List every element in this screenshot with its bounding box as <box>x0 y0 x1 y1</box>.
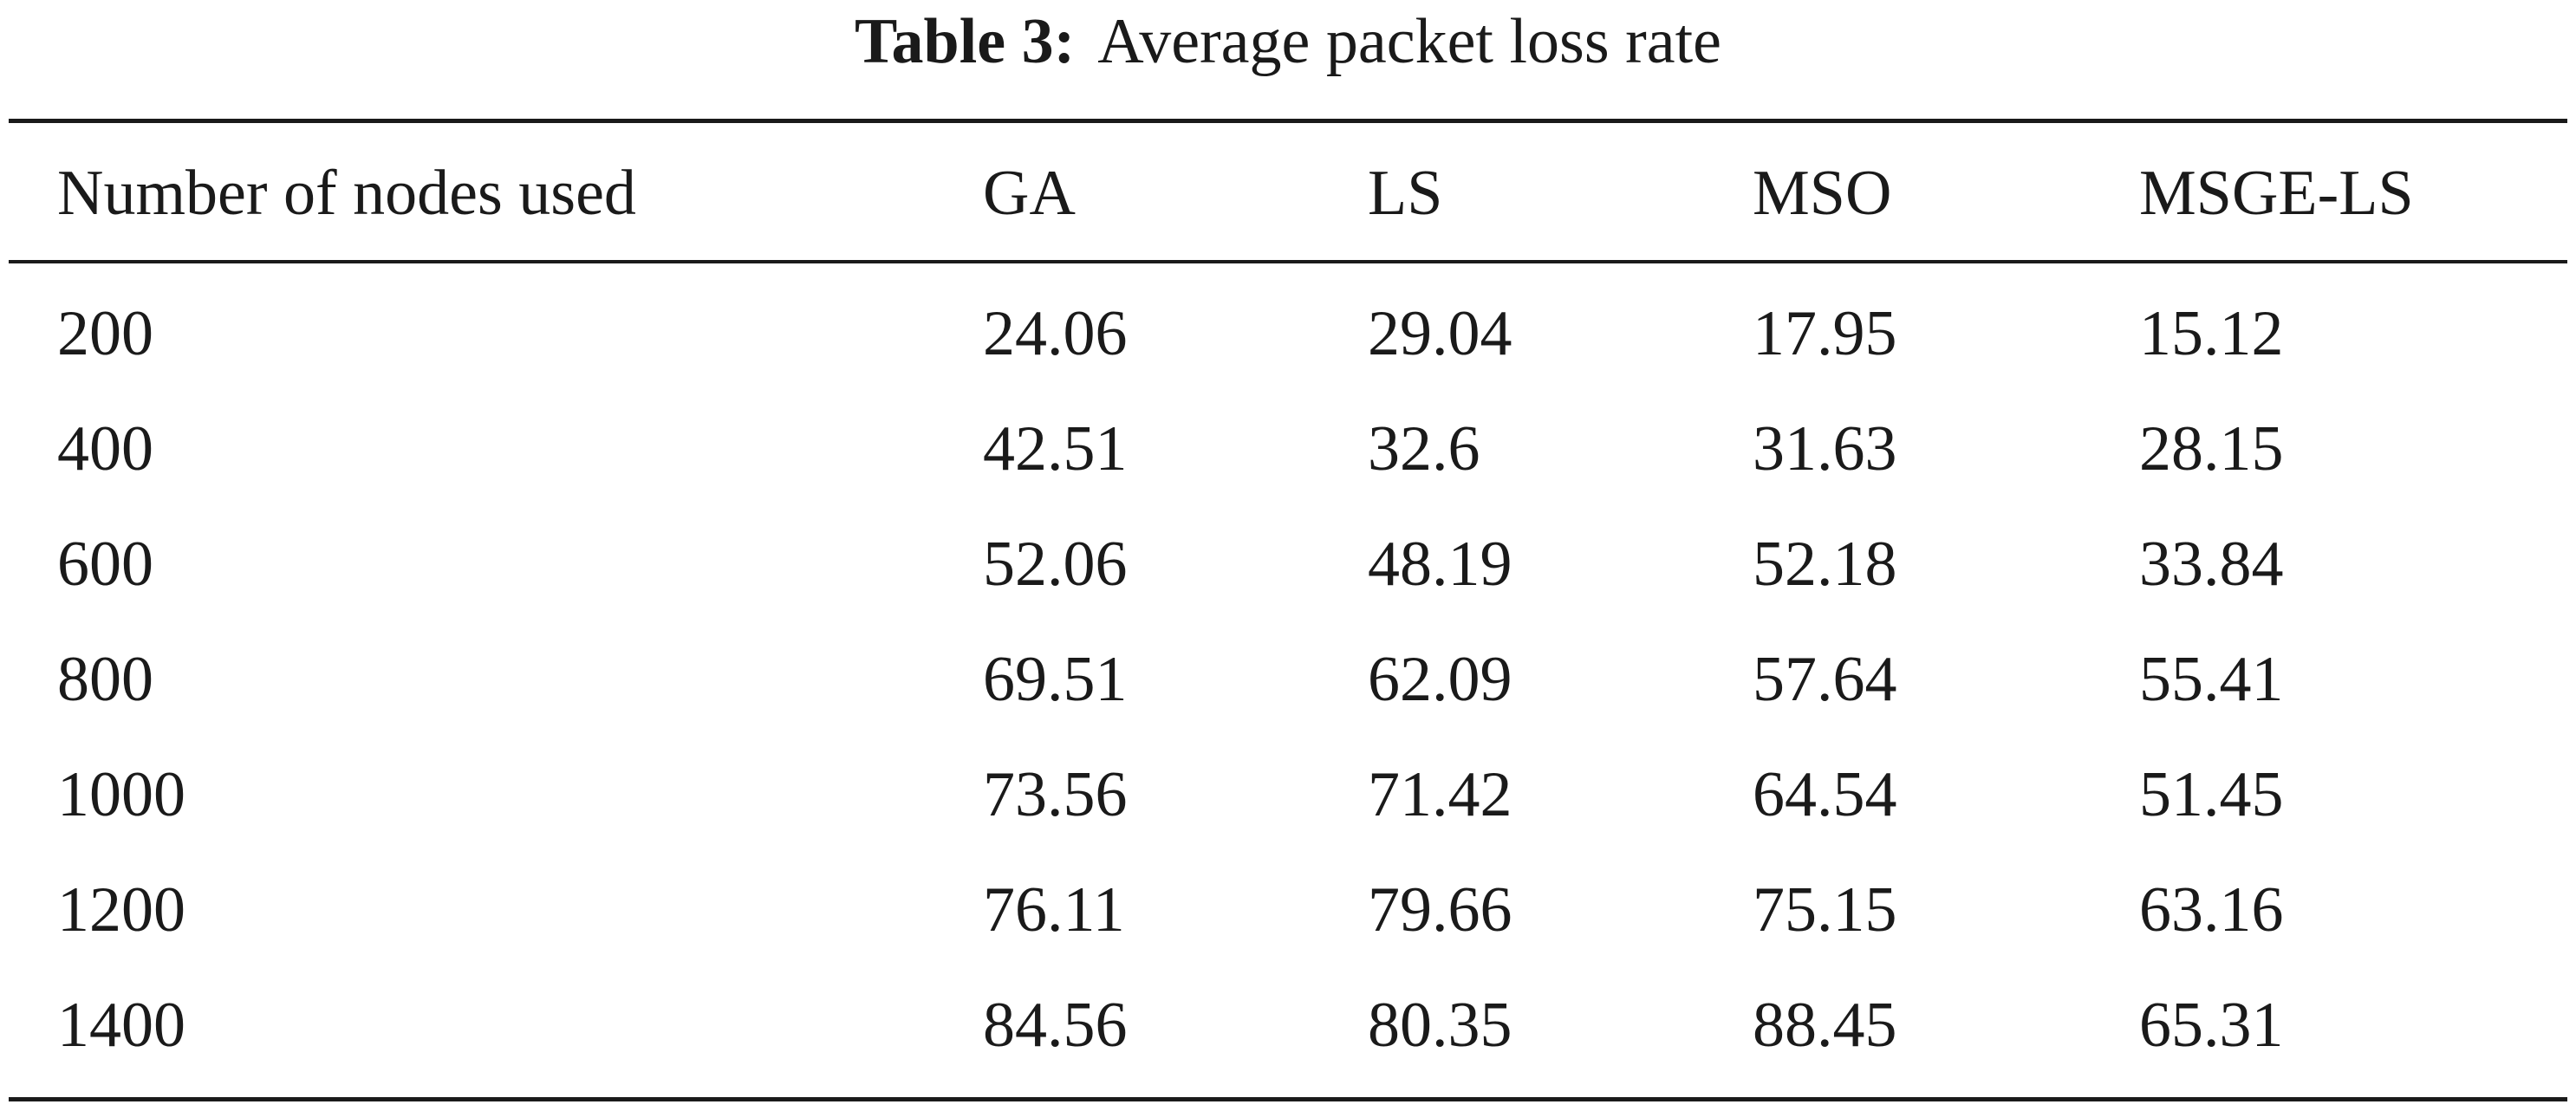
table-cell-mso: 52.18 <box>1753 529 1897 600</box>
table-cell-msge-ls: 51.45 <box>2139 759 2284 830</box>
table-cell-nodes: 800 <box>57 644 153 715</box>
table-cell-ga: 76.11 <box>983 874 1125 945</box>
table-top-rule <box>9 119 2567 123</box>
table-cell-ls: 79.66 <box>1368 874 1512 945</box>
table-cell-ls: 32.6 <box>1368 413 1480 484</box>
table-caption: Table 3: Average packet loss rate <box>0 0 2576 83</box>
table-cell-msge-ls: 63.16 <box>2139 874 2284 945</box>
table-cell-ga: 42.51 <box>983 413 1128 484</box>
column-header-mso: MSO <box>1753 158 1892 229</box>
table-cell-ga: 24.06 <box>983 298 1128 369</box>
table-cell-mso: 17.95 <box>1753 298 1897 369</box>
table-bottom-rule <box>9 1097 2567 1101</box>
table-cell-msge-ls: 28.15 <box>2139 413 2284 484</box>
column-header-nodes: Number of nodes used <box>57 158 636 229</box>
table-row: 1200 76.11 79.66 75.15 63.16 <box>0 862 2576 958</box>
table-cell-ga: 73.56 <box>983 759 1128 830</box>
table-header-rule <box>9 260 2567 263</box>
table-cell-msge-ls: 15.12 <box>2139 298 2284 369</box>
table-header-row: Number of nodes used GA LS MSO MSGE-LS <box>0 146 2576 241</box>
table-cell-nodes: 1200 <box>57 874 185 945</box>
table-row: 800 69.51 62.09 57.64 55.41 <box>0 632 2576 727</box>
table-cell-msge-ls: 65.31 <box>2139 990 2284 1061</box>
table-cell-ga: 84.56 <box>983 990 1128 1061</box>
column-header-ga: GA <box>983 158 1076 229</box>
table-row: 1000 73.56 71.42 64.54 51.45 <box>0 747 2576 842</box>
table-cell-mso: 57.64 <box>1753 644 1897 715</box>
table-cell-nodes: 400 <box>57 413 153 484</box>
table-cell-mso: 31.63 <box>1753 413 1897 484</box>
table-row: 400 42.51 32.6 31.63 28.15 <box>0 401 2576 497</box>
table-row: 1400 84.56 80.35 88.45 65.31 <box>0 978 2576 1073</box>
column-header-msge-ls: MSGE-LS <box>2139 158 2414 229</box>
table-cell-mso: 75.15 <box>1753 874 1897 945</box>
table-cell-ls: 48.19 <box>1368 529 1512 600</box>
table-cell-msge-ls: 55.41 <box>2139 644 2284 715</box>
table-caption-text: Average packet loss rate <box>1097 6 1722 77</box>
table-cell-msge-ls: 33.84 <box>2139 529 2284 600</box>
column-header-ls: LS <box>1368 158 1443 229</box>
table-cell-nodes: 1000 <box>57 759 185 830</box>
table-cell-mso: 64.54 <box>1753 759 1897 830</box>
table-caption-label: Table 3: <box>854 6 1076 77</box>
table-cell-nodes: 200 <box>57 298 153 369</box>
table-cell-ga: 69.51 <box>983 644 1128 715</box>
table-row: 200 24.06 29.04 17.95 15.12 <box>0 286 2576 381</box>
table-cell-ga: 52.06 <box>983 529 1128 600</box>
table-cell-ls: 80.35 <box>1368 990 1512 1061</box>
table-cell-ls: 71.42 <box>1368 759 1512 830</box>
table-row: 600 52.06 48.19 52.18 33.84 <box>0 517 2576 612</box>
table-cell-ls: 62.09 <box>1368 644 1512 715</box>
table-cell-nodes: 600 <box>57 529 153 600</box>
table-cell-mso: 88.45 <box>1753 990 1897 1061</box>
table-cell-ls: 29.04 <box>1368 298 1512 369</box>
table-cell-nodes: 1400 <box>57 990 185 1061</box>
